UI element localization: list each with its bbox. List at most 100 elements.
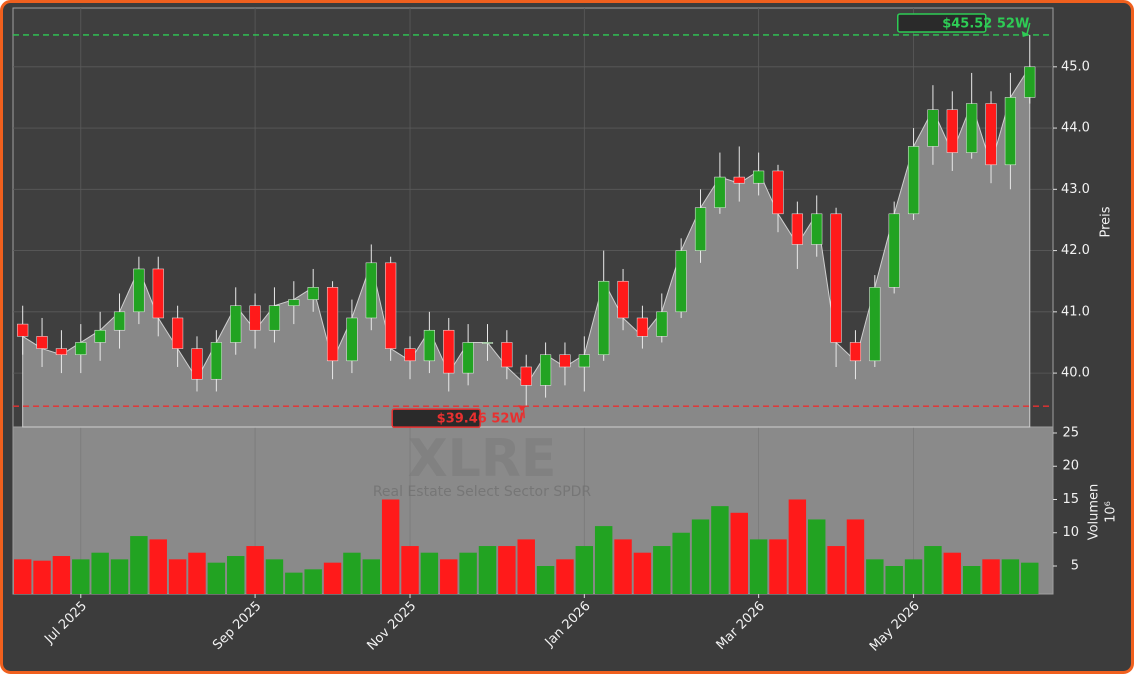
volume-bar [33, 560, 51, 594]
candle-body [288, 299, 300, 306]
annotation-box [897, 13, 987, 33]
watermark-subtitle: Real Estate Select Sector SPDR [373, 484, 592, 500]
volume-bar [440, 559, 458, 594]
volume-axis-label: Volumen [1087, 484, 1102, 541]
candle-body [36, 336, 48, 349]
volume-bar [52, 556, 71, 594]
y-axis-label: Preis [1099, 206, 1114, 237]
candle-body [481, 342, 494, 344]
volume-bar [846, 519, 865, 594]
volume-tick-label: 25 [1062, 425, 1079, 440]
candle-body [888, 213, 900, 288]
candle-body [540, 354, 552, 386]
volume-tick-label: 5 [1071, 559, 1079, 574]
candle-body [230, 305, 242, 343]
candle-body [753, 170, 765, 184]
candle-body [946, 109, 958, 153]
volume-bar [808, 519, 826, 594]
candle-body [733, 176, 745, 184]
volume-bar [614, 539, 632, 594]
candle-body [617, 280, 629, 319]
volume-tick-label: 15 [1062, 492, 1079, 507]
volume-bar [730, 512, 748, 594]
volume-bar [885, 566, 903, 594]
volume-bar [420, 552, 439, 594]
candle-body [636, 317, 648, 337]
volume-bar [536, 566, 555, 594]
candle-body [423, 329, 435, 362]
volume-bar [207, 562, 226, 594]
annotation-box [391, 408, 481, 428]
candle-body [94, 329, 106, 343]
volume-bar [304, 569, 322, 594]
volume-bar [72, 559, 90, 594]
y-tick-label: 42.0 [1061, 243, 1090, 258]
annotation-arrow [1026, 22, 1031, 36]
candle-body [656, 311, 668, 337]
candle-body [985, 103, 997, 166]
candle-body [133, 268, 145, 313]
candle-body [1004, 97, 1016, 166]
candle-body [598, 280, 610, 355]
volume-bar [594, 526, 613, 594]
candle-body [55, 348, 67, 355]
volume-bar [1001, 559, 1020, 594]
volume-bar [962, 566, 981, 594]
volume-bar [982, 559, 1000, 594]
candle-body [791, 213, 803, 245]
volume-axis-unit: 10⁶ [1104, 501, 1119, 523]
watermark-title: XLRE [408, 429, 557, 489]
y-tick-label: 43.0 [1061, 182, 1090, 197]
volume-bar [130, 536, 148, 594]
candle-body [578, 354, 590, 368]
candle-body [520, 366, 532, 386]
candle-body [326, 287, 339, 362]
candle-body [75, 342, 87, 355]
volume-bar [749, 539, 768, 594]
volume-bar [13, 559, 32, 594]
volume-bar [227, 556, 245, 594]
volume-bar [653, 546, 671, 594]
volume-bar [478, 546, 497, 594]
candle-body [694, 207, 707, 251]
volume-tick-label: 20 [1062, 459, 1079, 474]
candle-body [17, 323, 29, 337]
volume-bar [401, 546, 419, 594]
annotation-arrowhead [1021, 30, 1030, 37]
candle-body [927, 109, 939, 147]
candle-body [869, 287, 881, 362]
volume-tick-label: 10 [1062, 525, 1079, 540]
candle-body [559, 354, 571, 368]
y-tick-label: 45.0 [1061, 59, 1090, 74]
y-tick-label: 44.0 [1061, 121, 1090, 136]
candle-body [830, 213, 842, 343]
volume-bar [323, 562, 342, 594]
candle-body [307, 287, 319, 300]
volume-bar [904, 559, 923, 594]
volume-bar [246, 546, 264, 594]
volume-bar [381, 499, 400, 594]
candle-body [249, 305, 261, 331]
candle-body [1024, 66, 1036, 98]
candle-body [811, 213, 823, 245]
volume-bar [827, 546, 845, 594]
y-tick-label: 40.0 [1061, 366, 1090, 381]
volume-bar [1021, 562, 1039, 594]
candle-body [152, 268, 164, 319]
volume-bar [769, 539, 787, 594]
annotation-label: $39.46 52W [437, 412, 524, 427]
candle-body [907, 146, 920, 215]
volume-bar [265, 559, 284, 594]
volume-bar [633, 552, 652, 594]
volume-bar [943, 552, 962, 594]
volume-bar [788, 499, 807, 594]
candle-body [172, 317, 184, 349]
candle-body [113, 311, 126, 331]
candle-body [346, 317, 358, 362]
volume-bar [672, 532, 690, 594]
candle-body [443, 329, 455, 374]
volume-bar [498, 546, 516, 594]
volume-bar [575, 546, 594, 594]
volume-bar [168, 559, 187, 594]
